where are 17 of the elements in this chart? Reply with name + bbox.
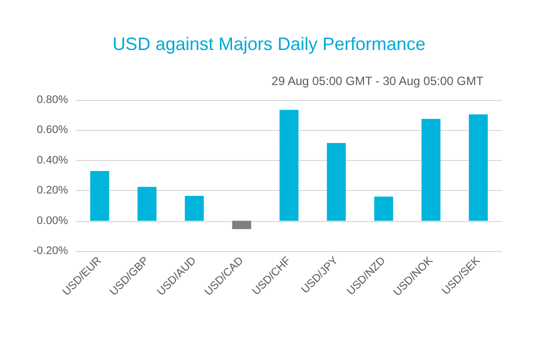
y-tick-label: 0.00% xyxy=(36,214,68,227)
bar xyxy=(468,114,488,221)
bar xyxy=(374,196,394,221)
bar xyxy=(326,143,346,221)
bar xyxy=(422,118,440,221)
y-tick-label: 0.40% xyxy=(36,154,68,166)
bar xyxy=(90,170,110,221)
y-tick-label: -0.20% xyxy=(33,245,68,257)
bar xyxy=(184,196,204,221)
bar xyxy=(232,220,252,230)
chart-title: USD against Majors Daily Performance xyxy=(112,34,426,54)
bar xyxy=(138,186,156,221)
y-tick-label: 0.80% xyxy=(36,94,68,106)
y-tick-label: 0.60% xyxy=(36,124,68,136)
y-tick-label: 0.20% xyxy=(36,184,68,197)
chart-subtitle: 29 Aug 05:00 GMT - 30 Aug 05:00 GMT xyxy=(272,74,484,88)
bar xyxy=(280,110,298,221)
